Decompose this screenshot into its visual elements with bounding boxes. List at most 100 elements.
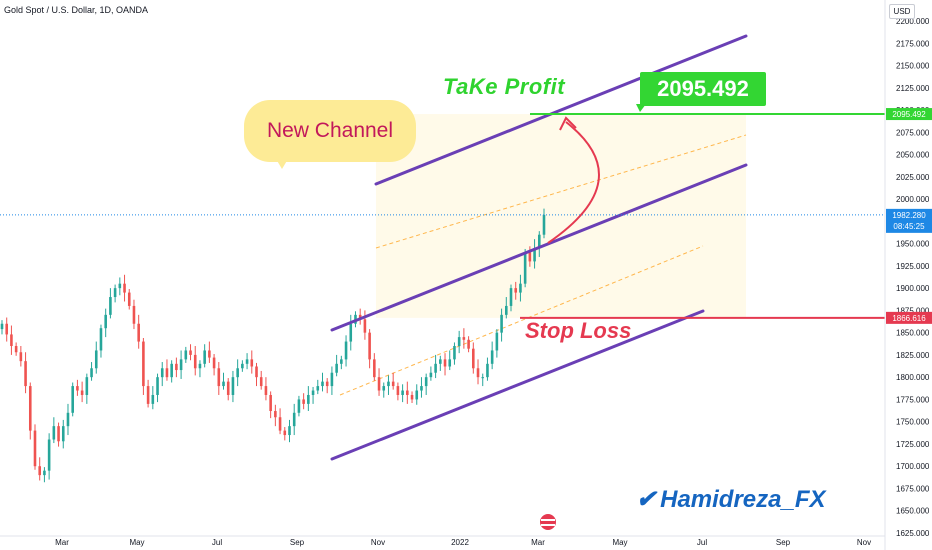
candle-body [80, 390, 84, 395]
candle-body [509, 288, 513, 306]
time-tick-label: May [129, 538, 144, 547]
price-tick-label: 2125.000 [896, 84, 930, 93]
candle-body [316, 386, 320, 391]
candle-body [297, 399, 301, 413]
author-name: Hamidreza_FX [660, 486, 826, 513]
price-tag-tail [636, 104, 646, 112]
candle-body [245, 359, 249, 364]
candle-body [321, 381, 324, 387]
trade-zone [339, 114, 747, 396]
candle-body [523, 252, 527, 284]
candle-body [358, 314, 362, 320]
candle-body [52, 426, 56, 440]
candle-body [104, 314, 107, 329]
price-tick-label: 2000.000 [896, 195, 930, 204]
candle-body [212, 357, 216, 369]
level-lines [0, 113, 885, 319]
candle-body [24, 361, 27, 387]
candle-body [330, 372, 334, 387]
candle-body [10, 334, 13, 347]
chart-title: Gold Spot / U.S. Dollar, 1D, OANDA [4, 5, 149, 15]
candle-body [222, 381, 225, 387]
candle-body [406, 390, 409, 395]
channel-lines [330, 34, 748, 461]
candle-body [542, 214, 546, 235]
candle-body [519, 283, 522, 293]
candle-body [156, 377, 159, 395]
candle-body [94, 350, 98, 369]
candle-body [118, 283, 122, 289]
candle-body [259, 377, 263, 387]
candle-body [311, 390, 315, 395]
event-flag-stripe [541, 524, 555, 526]
candle-body [5, 323, 9, 335]
channel-midline-upper [375, 134, 747, 249]
candle-body [43, 470, 46, 476]
candle-body [19, 352, 23, 362]
candle-body [264, 386, 268, 395]
candle-body [415, 390, 419, 400]
candle-body [137, 323, 140, 342]
candle-body [142, 341, 145, 387]
candle-body [179, 359, 183, 371]
candle-body [453, 346, 456, 360]
candle-body [462, 337, 466, 340]
candle-body [28, 386, 32, 431]
candle-body [71, 386, 74, 413]
currency-button[interactable]: USD [889, 4, 915, 19]
candle-body [391, 381, 395, 387]
candle-body [33, 430, 37, 467]
candle-body [250, 359, 254, 367]
take-profit-axis-tag: 2095.492 [892, 110, 926, 119]
price-tick-label: 1950.000 [896, 240, 930, 249]
candle-body [127, 292, 131, 306]
candle-body [175, 363, 178, 371]
candle-body [420, 386, 423, 391]
candle-body [481, 377, 485, 379]
candle-body [292, 412, 296, 427]
candle-body [335, 363, 338, 373]
candle-body [514, 288, 518, 293]
candle-body [113, 288, 117, 298]
candle-body [47, 439, 51, 471]
candle-body [387, 381, 390, 387]
candle-body [448, 359, 452, 367]
candle-body [61, 426, 65, 442]
candle-body [396, 386, 400, 395]
candle-body [14, 346, 18, 353]
price-tick-label: 1725.000 [896, 440, 930, 449]
price-tick-label: 1925.000 [896, 262, 930, 271]
target-arrow-curve [547, 121, 600, 244]
candle-body [410, 394, 414, 400]
candle-body [325, 381, 329, 387]
event-flag-stripe [541, 519, 555, 521]
candle-body [302, 399, 305, 404]
candle-body [537, 234, 541, 249]
candle-body [283, 430, 287, 436]
candle-body [76, 386, 79, 391]
price-tick-label: 2050.000 [896, 151, 930, 160]
price-tick-label: 1900.000 [896, 284, 930, 293]
candle-body [363, 319, 367, 333]
candle-body [198, 363, 202, 369]
candle-body [165, 368, 169, 378]
price-tick-label: 1700.000 [896, 462, 930, 471]
candle-body [401, 390, 404, 395]
candle-body [193, 354, 197, 369]
time-tick-label: Mar [55, 538, 69, 547]
channel-upper-line [330, 163, 748, 332]
candle-body [504, 305, 508, 315]
stop-loss-label: Stop Loss [525, 318, 632, 343]
time-tick-label: Nov [857, 538, 871, 547]
price-tick-label: 2025.000 [896, 173, 930, 182]
candle-body [151, 394, 155, 404]
candle-body [99, 328, 103, 351]
candle-body [439, 359, 442, 364]
channel-midline-lower [339, 245, 704, 396]
price-tick-label: 1675.000 [896, 484, 930, 493]
price-tick-label: 1750.000 [896, 418, 930, 427]
candle-body [66, 412, 70, 427]
candle-body [377, 377, 381, 391]
